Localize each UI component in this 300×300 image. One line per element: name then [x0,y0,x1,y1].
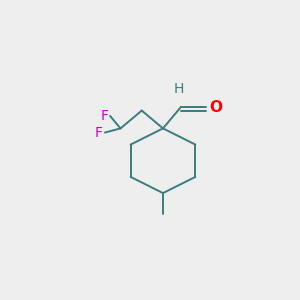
Text: H: H [174,82,184,96]
Text: O: O [209,100,222,115]
Text: F: F [95,126,103,140]
Text: F: F [100,109,108,123]
